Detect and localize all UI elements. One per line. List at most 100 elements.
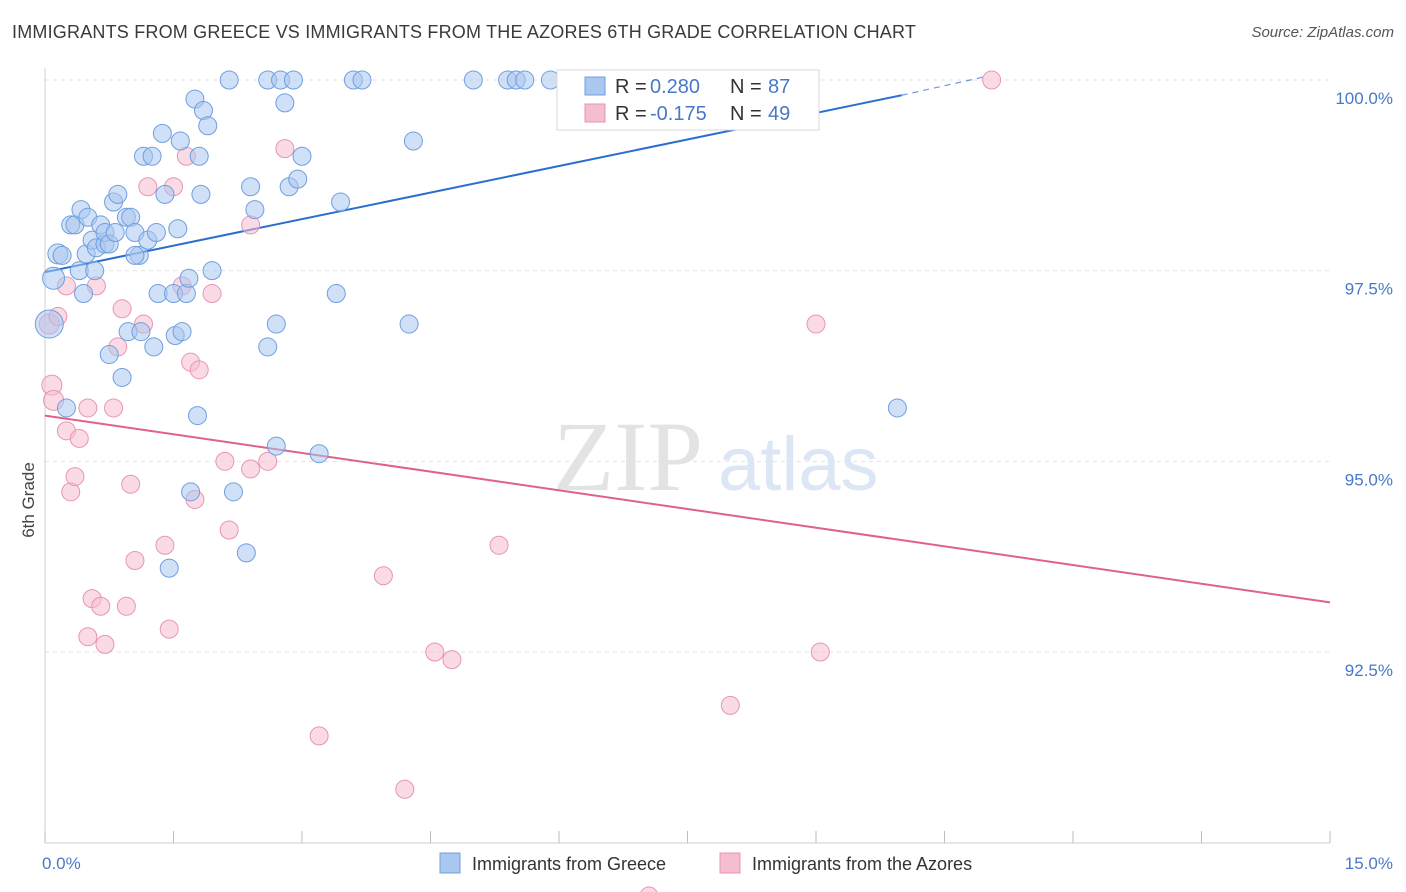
azores-point-43	[720, 695, 740, 715]
greece-point-32	[142, 146, 162, 166]
greece-point-67	[288, 169, 308, 189]
greece-point-34	[146, 223, 166, 243]
greece-point-13	[85, 261, 105, 281]
greece-point-46	[181, 482, 201, 502]
trend-line-azores	[44, 414, 1331, 604]
legend-bottom-swatch-azores	[719, 852, 741, 874]
azores-point-19	[125, 550, 145, 570]
legend-stats: R = 0.280 N = 87 R = -0.175 N = 49	[556, 69, 820, 131]
legend-azores-n-label: N =	[730, 103, 762, 125]
azores-point-45	[810, 642, 830, 662]
greece-point-4	[56, 398, 76, 418]
greece-point-56	[236, 543, 256, 563]
greece-point-43	[172, 322, 192, 342]
greece-point-36	[152, 123, 172, 143]
azores-point-37	[373, 566, 393, 586]
greece-point-52	[198, 116, 218, 136]
trend-line-greece	[44, 75, 988, 274]
greece-point-37	[155, 184, 175, 204]
greece-point-69	[309, 444, 329, 464]
greece-point-3	[52, 245, 72, 265]
greece-point-33	[144, 337, 164, 357]
greece-point-75	[403, 131, 423, 151]
greece-point-29	[131, 322, 151, 342]
watermark-zip: ZIP	[553, 401, 703, 512]
greece-point-58	[245, 200, 265, 220]
points-azores	[38, 70, 1002, 892]
greece-point-73	[352, 70, 372, 90]
azores-point-31	[219, 520, 239, 540]
watermark: ZIP atlas	[553, 401, 879, 512]
greece-point-76	[463, 70, 483, 90]
y-tick-label-2: 95.0%	[1345, 470, 1393, 489]
azores-point-38	[395, 779, 415, 799]
greece-point-70	[326, 284, 346, 304]
legend-greece-r-label: R =	[615, 76, 647, 98]
legend-series: Immigrants from Greece Immigrants from t…	[439, 852, 972, 874]
greece-point-54	[219, 70, 239, 90]
greece-point-9	[74, 284, 94, 304]
legend-bottom-azores-label: Immigrants from the Azores	[752, 854, 972, 874]
greece-point-86	[125, 245, 145, 265]
azores-point-22	[159, 619, 179, 639]
azores-point-16	[112, 299, 132, 319]
greece-point-1	[42, 266, 66, 290]
greece-point-85	[887, 398, 907, 418]
azores-point-40	[442, 650, 462, 670]
y-tick-label-1: 97.5%	[1345, 280, 1393, 299]
legend-greece-n-value: 87	[768, 76, 790, 98]
x-tick-label-0: 0.0%	[42, 854, 81, 873]
azores-point-35	[275, 139, 295, 159]
azores-point-30	[215, 451, 235, 471]
y-tick-label-3: 92.5%	[1345, 661, 1393, 680]
greece-point-60	[258, 337, 278, 357]
greece-point-61	[266, 314, 286, 334]
greece-point-42	[170, 131, 190, 151]
legend-bottom-swatch-greece	[439, 852, 461, 874]
azores-point-44	[806, 314, 826, 334]
greece-point-49	[189, 146, 209, 166]
azores-point-20	[138, 177, 158, 197]
greece-point-18	[99, 345, 119, 365]
watermark-atlas: atlas	[718, 422, 879, 507]
azores-point-21	[155, 535, 175, 555]
azores-point-7	[69, 428, 89, 448]
azores-point-28	[189, 360, 209, 380]
azores-point-17	[116, 596, 136, 616]
greece-point-57	[241, 177, 261, 197]
greece-point-45	[179, 268, 199, 288]
legend-greece-n-label: N =	[730, 76, 762, 98]
legend-azores-n-value: 49	[768, 103, 790, 125]
x-tick-label-1: 15.0%	[1345, 854, 1393, 873]
axes	[44, 68, 1331, 844]
azores-point-12	[91, 596, 111, 616]
greece-point-41	[168, 219, 188, 239]
azores-point-8	[78, 627, 98, 647]
greece-point-64	[275, 93, 295, 113]
azores-point-6	[65, 467, 85, 487]
y-tick-label-0: 100.0%	[1335, 89, 1393, 108]
greece-point-55	[223, 482, 243, 502]
greece-point-22	[108, 184, 128, 204]
azores-point-32	[241, 459, 261, 479]
y-axis-label: 6th Grade	[19, 462, 38, 538]
legend-azores-r-value: -0.175	[650, 103, 707, 125]
greece-point-53	[202, 261, 222, 281]
greece-point-74	[399, 314, 419, 334]
grid-lines	[45, 79, 1330, 653]
x-tick-labels: 0.0% 15.0%	[42, 854, 1393, 873]
azores-point-13	[95, 634, 115, 654]
azores-point-46	[982, 70, 1002, 90]
greece-point-38	[159, 558, 179, 578]
azores-point-14	[104, 398, 124, 418]
legend-swatch-azores	[584, 103, 606, 123]
azores-point-34	[258, 451, 278, 471]
azores-point-39	[425, 642, 445, 662]
greece-point-48	[187, 406, 207, 426]
azores-point-9	[78, 398, 98, 418]
greece-point-23	[112, 367, 132, 387]
source-attribution: Source: ZipAtlas.com	[1251, 24, 1394, 41]
azores-point-41	[489, 535, 509, 555]
trend-line-azores-solid	[44, 414, 1331, 604]
greece-point-68	[292, 146, 312, 166]
